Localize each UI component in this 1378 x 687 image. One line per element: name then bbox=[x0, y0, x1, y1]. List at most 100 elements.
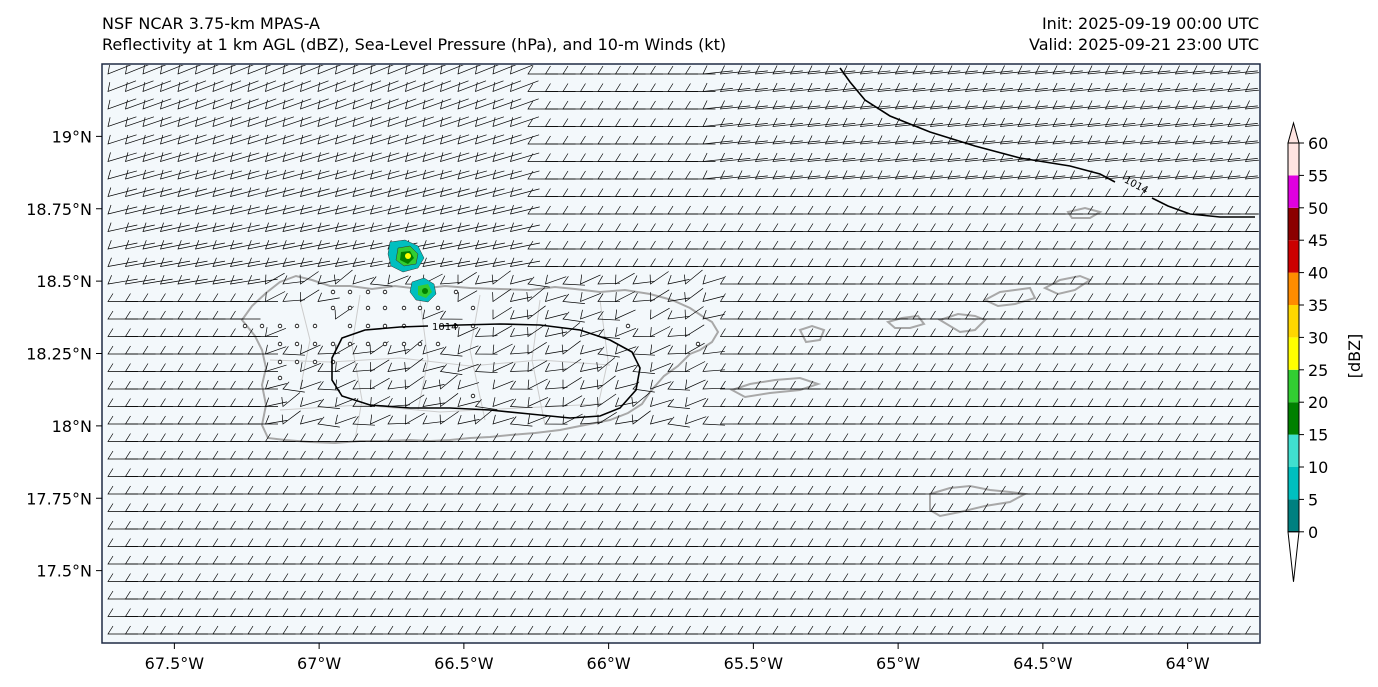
wind-barb bbox=[754, 117, 786, 127]
wind-barb bbox=[999, 170, 1031, 180]
wind-barb bbox=[912, 152, 943, 162]
wind-barb bbox=[772, 100, 803, 110]
wind-barb bbox=[1244, 205, 1259, 215]
wind-barb bbox=[335, 414, 357, 425]
wind-barb bbox=[492, 307, 512, 320]
wind-barb bbox=[1209, 170, 1241, 180]
wind-barb bbox=[1174, 65, 1206, 75]
wind-barb bbox=[1069, 135, 1101, 145]
wind-barb bbox=[580, 292, 602, 303]
wind-barb bbox=[685, 414, 707, 425]
wind-barb bbox=[929, 65, 961, 75]
wind-barb bbox=[947, 100, 978, 110]
wind-barb bbox=[247, 328, 278, 337]
wind-barb bbox=[824, 135, 856, 145]
wind-barb bbox=[124, 257, 156, 267]
wind-barb bbox=[859, 65, 891, 75]
wind-barb bbox=[1104, 82, 1136, 92]
wind-barb bbox=[1017, 152, 1048, 162]
wind-barb bbox=[352, 204, 383, 215]
wind-barbs bbox=[107, 65, 1259, 635]
wind-barb bbox=[282, 292, 305, 302]
lon-tick-label: 65.5°W bbox=[724, 654, 784, 673]
wind-barb bbox=[1139, 100, 1171, 110]
wind-barb bbox=[509, 169, 540, 180]
wind-barb bbox=[702, 309, 725, 320]
wind-barb bbox=[1192, 170, 1223, 180]
wind-barb bbox=[1227, 82, 1258, 92]
wind-barb bbox=[474, 204, 505, 215]
wind-barb bbox=[510, 80, 539, 93]
wind-barb bbox=[159, 257, 191, 267]
wind-barb bbox=[842, 152, 873, 162]
fields-title: Reflectivity at 1 km AGL (dBZ), Sea-Leve… bbox=[102, 35, 727, 54]
calm-wind-marker bbox=[277, 375, 283, 381]
wind-barb bbox=[1122, 65, 1153, 75]
wind-barb bbox=[877, 82, 908, 92]
wind-barb bbox=[597, 311, 621, 321]
wind-barb bbox=[1087, 117, 1118, 127]
wind-barb bbox=[107, 257, 138, 267]
wind-barb bbox=[737, 117, 768, 127]
wind-barb bbox=[264, 415, 288, 425]
wind-barb bbox=[142, 257, 173, 267]
wind-barb bbox=[352, 240, 383, 250]
wind-barb bbox=[334, 204, 365, 215]
wind-barb bbox=[1017, 100, 1048, 110]
wind-barb bbox=[737, 135, 768, 145]
wind-barb bbox=[422, 415, 445, 425]
wind-barb bbox=[562, 358, 582, 373]
wind-barb bbox=[545, 274, 567, 285]
wind-barb bbox=[1244, 363, 1259, 372]
wind-barb bbox=[439, 393, 459, 408]
wind-barb bbox=[509, 345, 533, 355]
wind-barb bbox=[1244, 223, 1259, 232]
wind-barb bbox=[1104, 135, 1136, 145]
wind-barb bbox=[789, 170, 821, 180]
calm-wind-marker bbox=[347, 289, 353, 295]
colorbar-bin bbox=[1288, 240, 1299, 273]
wind-barb bbox=[702, 398, 726, 408]
wind-barb bbox=[772, 117, 803, 127]
wind-barb bbox=[544, 362, 568, 372]
wind-barb bbox=[1227, 152, 1258, 162]
calm-wind-marker bbox=[382, 289, 388, 295]
wind-barb bbox=[212, 257, 243, 267]
wind-barb bbox=[999, 152, 1031, 162]
wind-barb bbox=[492, 414, 515, 425]
wind-barb bbox=[877, 65, 908, 75]
wind-barb bbox=[667, 274, 690, 285]
wind-barb bbox=[159, 275, 191, 285]
wind-barb bbox=[438, 374, 458, 390]
wind-barb bbox=[457, 290, 478, 303]
calm-wind-marker bbox=[277, 341, 283, 347]
wind-barb bbox=[439, 204, 470, 215]
wind-barb bbox=[509, 327, 533, 337]
wind-barb bbox=[492, 362, 514, 373]
isobar-label-center: 1014 bbox=[432, 322, 457, 333]
wind-barb bbox=[229, 240, 260, 250]
wind-barb bbox=[404, 204, 435, 215]
wind-barb bbox=[509, 380, 533, 390]
wind-barb bbox=[632, 328, 656, 338]
calm-wind-marker bbox=[470, 393, 476, 399]
wind-barb bbox=[124, 222, 155, 232]
wind-barb bbox=[1069, 82, 1101, 92]
wind-barb bbox=[562, 311, 585, 323]
wind-barb bbox=[912, 135, 943, 145]
wind-barb bbox=[1209, 65, 1241, 75]
calm-wind-marker bbox=[294, 359, 300, 365]
wind-barb bbox=[964, 82, 996, 92]
wind-barb bbox=[982, 117, 1013, 127]
wind-barb bbox=[334, 257, 366, 267]
wind-barb bbox=[422, 257, 453, 267]
wind-barb bbox=[422, 344, 445, 355]
wind-barb bbox=[509, 363, 533, 372]
calm-wind-marker bbox=[330, 341, 336, 347]
wind-barb bbox=[491, 270, 511, 285]
isobar-1014-puerto-rico bbox=[331, 323, 641, 419]
wind-barb bbox=[281, 410, 301, 425]
wind-barb bbox=[229, 257, 261, 267]
wind-barb bbox=[561, 340, 581, 355]
wind-barb bbox=[1017, 135, 1048, 145]
